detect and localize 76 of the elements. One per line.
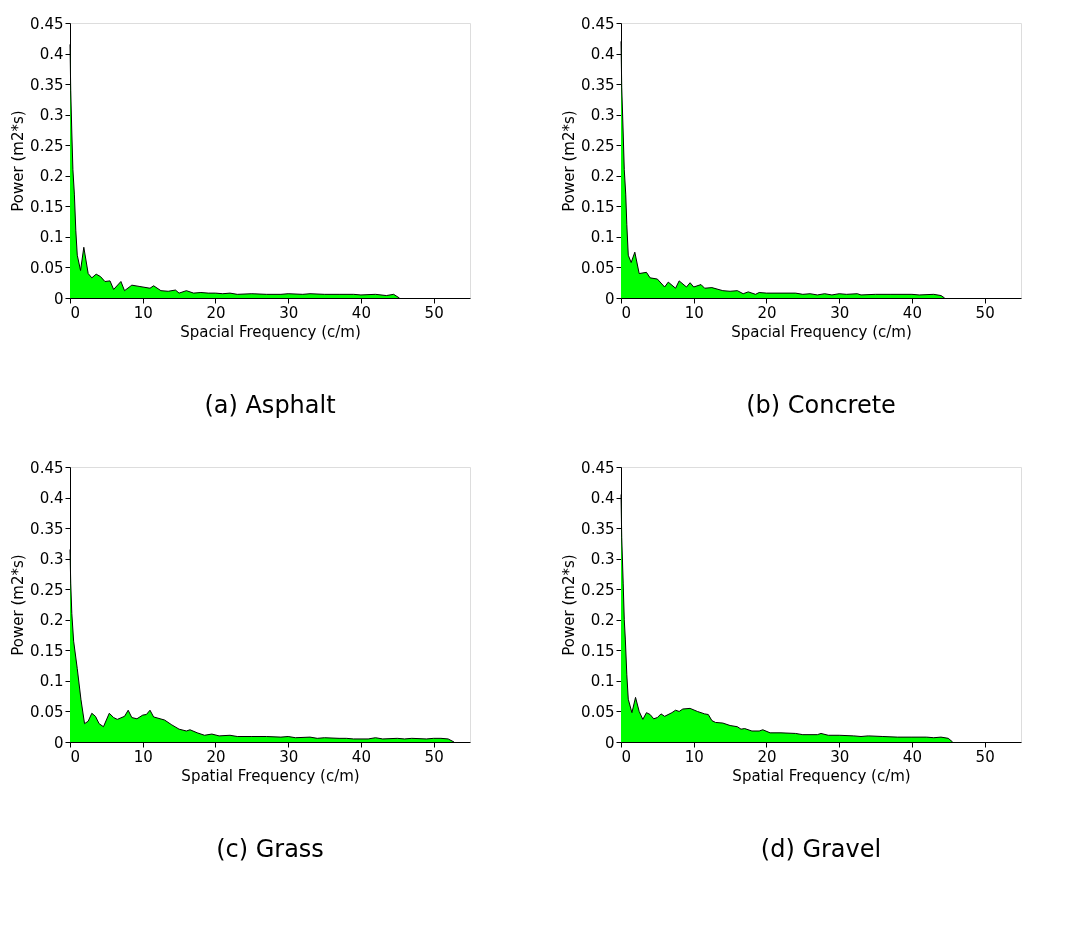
y-tick-label: 0.25 [581, 580, 615, 599]
x-tick-label: 30 [279, 303, 299, 322]
x-tick-label: 0 [70, 747, 81, 766]
y-tick-label: 0.25 [30, 136, 64, 155]
y-tick-label: 0.35 [581, 519, 615, 538]
y-tick-label: 0.3 [39, 550, 64, 569]
y-tick-label: 0.1 [590, 228, 615, 247]
y-tick-label: 0.2 [590, 167, 615, 186]
y-axis-title: Power (m2*s) [560, 110, 579, 212]
y-tick-label: 0.1 [39, 228, 64, 247]
x-tick-label: 20 [206, 303, 226, 322]
x-tick-label: 10 [133, 747, 153, 766]
y-axis-title: Power (m2*s) [9, 554, 28, 656]
text: (b) Concrete [746, 391, 896, 419]
y-tick-label: 0.25 [30, 580, 64, 599]
x-tick-label: 50 [424, 747, 444, 766]
x-tick-label: 20 [757, 303, 777, 322]
text: (a) Asphalt [204, 391, 336, 419]
x-tick-label: 50 [424, 303, 444, 322]
y-tick-label: 0 [53, 733, 64, 752]
y-tick-label: 0.3 [590, 550, 615, 569]
y-tick-label: 0.2 [590, 611, 615, 630]
y-tick-label: 0.2 [39, 167, 64, 186]
y-tick-label: 0.3 [590, 106, 615, 125]
x-tick-label: 0 [621, 747, 632, 766]
y-tick-label: 0.35 [30, 75, 64, 94]
x-tick-label: 40 [351, 747, 371, 766]
x-tick-label: 40 [351, 303, 371, 322]
y-tick-label: 0.4 [590, 45, 615, 64]
x-tick-label: 10 [133, 303, 153, 322]
x-tick-label: 20 [206, 747, 226, 766]
x-tick-label: 50 [975, 303, 995, 322]
x-tick-label: 0 [70, 303, 81, 322]
y-tick-label: 0.15 [581, 641, 615, 660]
x-tick-label: 10 [684, 303, 704, 322]
text: (d) Gravel [760, 835, 882, 863]
y-tick-label: 0.45 [581, 458, 615, 477]
x-tick-label: 30 [279, 747, 299, 766]
x-axis-title: Spatial Frequency (c/m) [181, 766, 360, 785]
y-tick-label: 0.15 [30, 197, 64, 216]
y-tick-label: 0.45 [30, 458, 64, 477]
y-tick-label: 0.05 [30, 258, 64, 277]
x-tick-label: 30 [830, 747, 850, 766]
x-tick-label: 50 [975, 747, 995, 766]
y-tick-label: 0.05 [581, 258, 615, 277]
x-axis-title: Spacial Frequency (c/m) [731, 322, 912, 341]
x-tick-label: 30 [830, 303, 850, 322]
y-tick-label: 0 [53, 289, 64, 308]
y-tick-label: 0.15 [30, 641, 64, 660]
y-axis-title: Power (m2*s) [560, 554, 579, 656]
x-axis-title: Spacial Frequency (c/m) [180, 322, 361, 341]
y-tick-label: 0.15 [581, 197, 615, 216]
x-tick-label: 20 [757, 747, 777, 766]
x-tick-label: 0 [621, 303, 632, 322]
x-tick-label: 40 [902, 747, 922, 766]
y-tick-label: 0.35 [581, 75, 615, 94]
y-tick-label: 0.1 [39, 672, 64, 691]
text: (c) Grass [216, 835, 324, 863]
y-tick-label: 0.45 [30, 14, 64, 33]
y-tick-label: 0.4 [39, 45, 64, 64]
y-tick-label: 0.4 [590, 489, 615, 508]
y-tick-label: 0.1 [590, 672, 615, 691]
y-tick-label: 0 [604, 733, 615, 752]
y-tick-label: 0.45 [581, 14, 615, 33]
y-tick-label: 0.05 [581, 702, 615, 721]
y-axis-title: Power (m2*s) [9, 110, 28, 212]
y-tick-label: 0.3 [39, 106, 64, 125]
y-tick-label: 0.4 [39, 489, 64, 508]
y-tick-label: 0.25 [581, 136, 615, 155]
x-tick-label: 40 [902, 303, 922, 322]
y-tick-label: 0 [604, 289, 615, 308]
y-tick-label: 0.35 [30, 519, 64, 538]
y-tick-label: 0.2 [39, 611, 64, 630]
x-axis-title: Spatial Frequency (c/m) [732, 766, 911, 785]
y-tick-label: 0.05 [30, 702, 64, 721]
x-tick-label: 10 [684, 747, 704, 766]
